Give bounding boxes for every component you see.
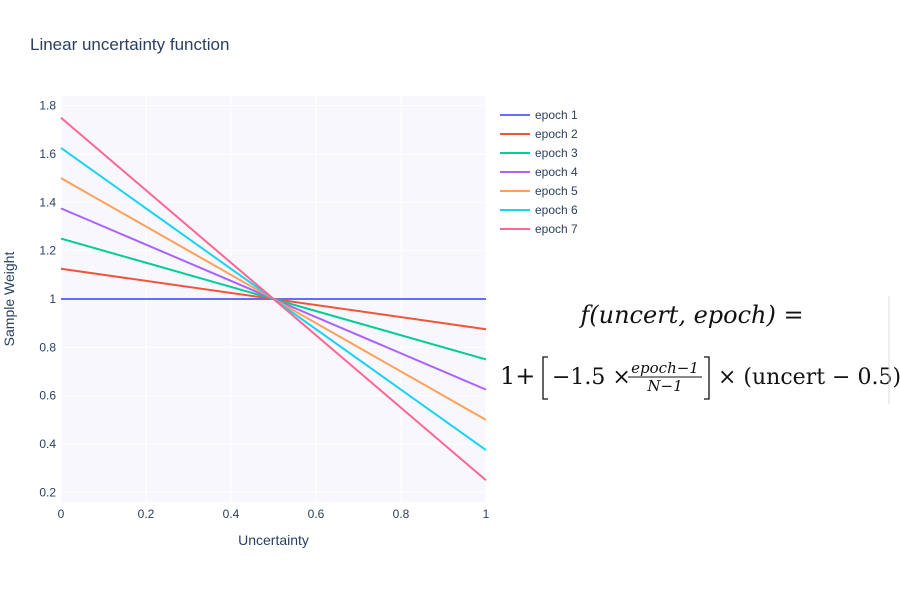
legend-label: epoch 7 (535, 222, 578, 236)
x-axis-title: Uncertainty (238, 532, 309, 548)
right-bracket (704, 356, 710, 400)
x-tick-label: 1 (483, 507, 490, 521)
y-tick-label: 1 (49, 292, 56, 306)
legend-label: epoch 6 (535, 203, 578, 217)
series-line-epoch-7 (60, 116, 487, 482)
y-tick-label: 1.8 (39, 99, 56, 113)
y-tick-label: 0.4 (39, 437, 56, 451)
legend-label: epoch 4 (535, 165, 578, 179)
y-tick-label: 0.8 (39, 340, 56, 354)
left-bracket (542, 356, 548, 400)
formula-suffix: × (uncert − 0.5) (718, 365, 900, 390)
legend-item[interactable]: epoch 1 (500, 108, 578, 122)
x-tick-label: 0.6 (308, 507, 325, 521)
legend-item[interactable]: epoch 5 (500, 184, 578, 198)
y-tick-label: 1.2 (39, 244, 56, 258)
x-tick-label: 0.8 (393, 507, 410, 521)
fraction-numerator: epoch−1 (631, 359, 699, 377)
y-tick-label: 1.6 (39, 147, 56, 161)
fraction-denominator: N−1 (646, 377, 682, 395)
y-axis-title: Sample Weight (1, 252, 17, 347)
x-axis-ticks: 0 0.2 0.4 0.6 0.8 1 (58, 507, 490, 521)
y-tick-label: 0.6 (39, 389, 56, 403)
legend-item[interactable]: epoch 7 (500, 222, 578, 236)
legend-label: epoch 1 (535, 108, 578, 122)
x-tick-label: 0.2 (138, 507, 155, 521)
legend-item[interactable]: epoch 6 (500, 203, 578, 217)
y-tick-label: 0.2 (39, 485, 56, 499)
formula-line-1: f(uncert, epoch) = (578, 301, 803, 329)
legend: epoch 1 epoch 2 epoch 3 epoch 4 epoch 5 epoch… (500, 108, 578, 236)
legend-label: epoch 3 (535, 146, 578, 160)
chart-title: Linear uncertainty function (30, 35, 229, 54)
legend-label: epoch 2 (535, 127, 578, 141)
x-tick-label: 0.4 (223, 507, 240, 521)
legend-item[interactable]: epoch 2 (500, 127, 578, 141)
y-tick-label: 1.4 (39, 195, 56, 209)
formula-annotation: f(uncert, epoch) = 1+ −1.5 × epoch−1 N−1… (500, 296, 900, 404)
legend-item[interactable]: epoch 3 (500, 146, 578, 160)
formula-prefix: 1+ (500, 362, 535, 390)
x-tick-label: 0 (58, 507, 65, 521)
formula-coefficient: −1.5 × (552, 365, 631, 390)
legend-item[interactable]: epoch 4 (500, 165, 578, 179)
y-axis-ticks: 0.2 0.4 0.6 0.8 1 1.2 1.4 1.6 1.8 (39, 99, 56, 500)
legend-label: epoch 5 (535, 184, 578, 198)
series-lines (60, 116, 487, 482)
